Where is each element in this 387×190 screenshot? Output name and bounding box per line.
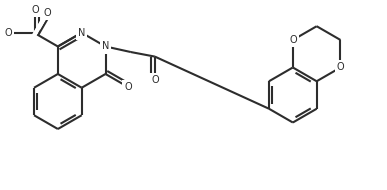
Text: O: O [289, 35, 297, 45]
Text: N: N [78, 28, 86, 38]
Text: O: O [43, 8, 51, 18]
Text: N: N [102, 41, 109, 51]
Text: O: O [337, 63, 344, 73]
Text: O: O [151, 75, 159, 85]
Text: O: O [124, 82, 132, 92]
Text: O: O [31, 5, 39, 15]
Text: O: O [4, 28, 12, 38]
